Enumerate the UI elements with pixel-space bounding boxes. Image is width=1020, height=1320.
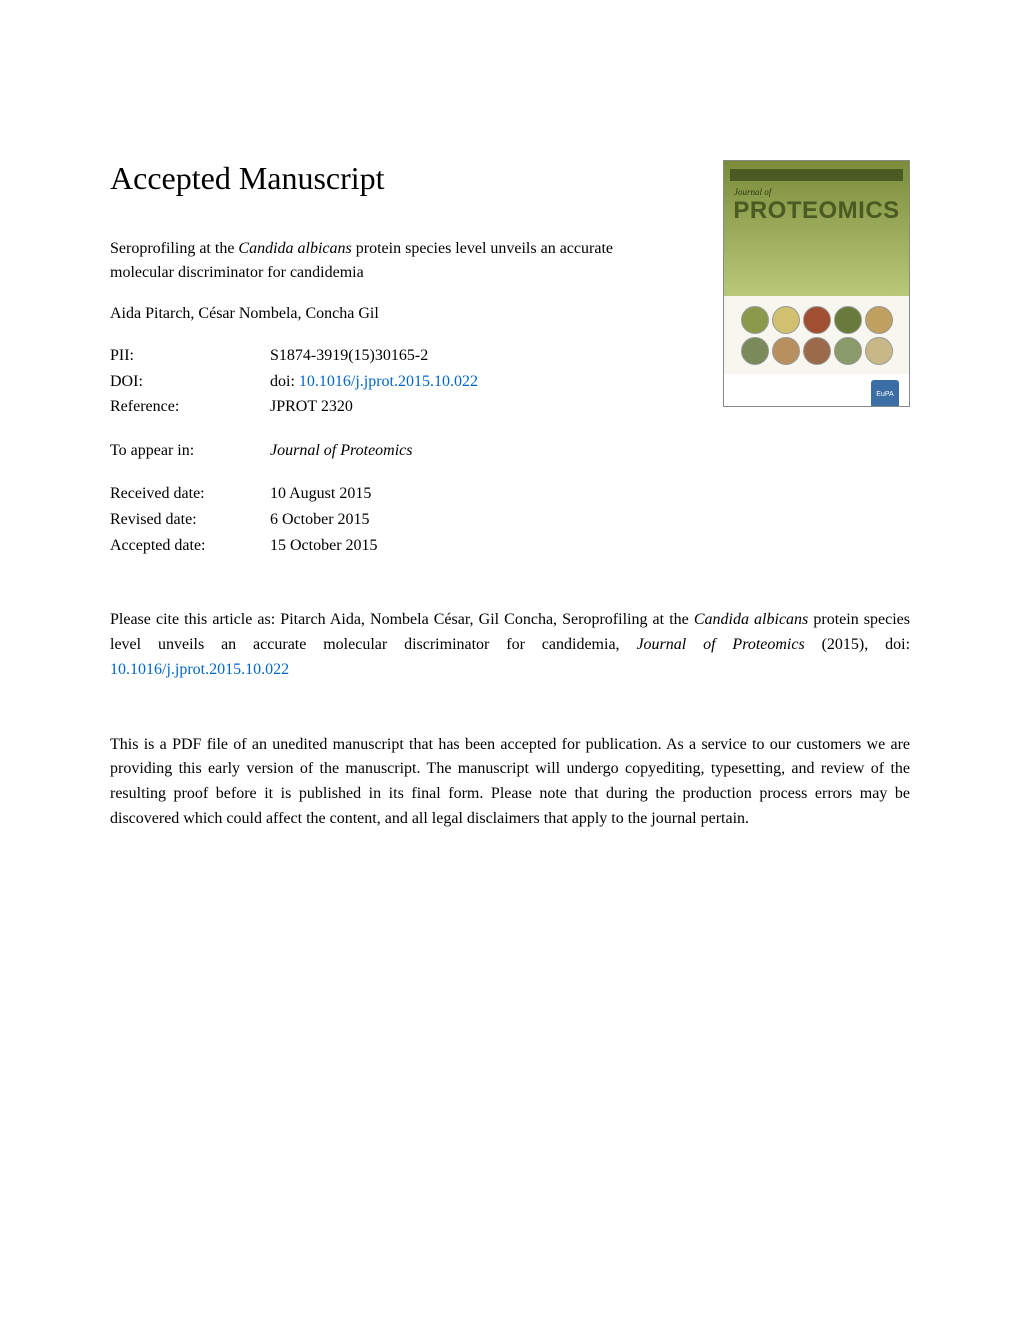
received-label: Received date: [110, 481, 270, 507]
doi-prefix: doi: [270, 373, 299, 390]
dates-block: Received date: 10 August 2015 Revised da… [110, 481, 910, 558]
reference-label: Reference: [110, 394, 270, 420]
revised-label: Revised date: [110, 507, 270, 533]
cover-thumb [803, 306, 831, 334]
cover-header: Journal of PROTEOMICS [724, 161, 909, 296]
cover-thumb [772, 337, 800, 365]
pii-label: PII: [110, 343, 270, 369]
cover-thumb [865, 337, 893, 365]
cite-post: (2015), doi: [805, 636, 910, 653]
revised-value: 6 October 2015 [270, 507, 370, 533]
doi-link[interactable]: 10.1016/j.jprot.2015.10.022 [299, 373, 478, 390]
meta-row-accepted: Accepted date: 15 October 2015 [110, 533, 910, 559]
citation-doi-link[interactable]: 10.1016/j.jprot.2015.10.022 [110, 661, 289, 678]
appear-block: To appear in: Journal of Proteomics [110, 438, 910, 464]
citation-block: Please cite this article as: Pitarch Aid… [110, 608, 910, 682]
cover-thumb [865, 306, 893, 334]
doi-value: doi: 10.1016/j.jprot.2015.10.022 [270, 369, 478, 395]
reference-value: JPROT 2320 [270, 394, 353, 420]
meta-row-received: Received date: 10 August 2015 [110, 481, 910, 507]
disclaimer-text: This is a PDF file of an unedited manusc… [110, 733, 910, 832]
cite-journal: Journal of Proteomics [636, 636, 804, 653]
title-species: Candida albicans [238, 240, 351, 257]
accepted-label: Accepted date: [110, 533, 270, 559]
appear-value: Journal of Proteomics [270, 438, 413, 464]
title-pre: Seroprofiling at the [110, 240, 238, 257]
article-title: Seroprofiling at the Candida albicans pr… [110, 237, 650, 285]
pii-value: S1874-3919(15)30165-2 [270, 343, 428, 369]
cover-thumb [772, 306, 800, 334]
cover-thumb [741, 306, 769, 334]
cover-footer: EuPA [724, 374, 909, 407]
cover-top-bar [730, 169, 903, 181]
cover-journal-small: Journal of [734, 187, 771, 197]
journal-cover-thumbnail: Journal of PROTEOMICS EuPA [723, 160, 910, 407]
cover-thumb [741, 337, 769, 365]
eupa-badge: EuPA [871, 380, 899, 407]
cover-thumbnails [724, 296, 909, 374]
received-value: 10 August 2015 [270, 481, 371, 507]
meta-row-appear: To appear in: Journal of Proteomics [110, 438, 910, 464]
cover-thumb [834, 306, 862, 334]
cite-species: Candida albicans [694, 611, 808, 628]
cite-pre: Please cite this article as: Pitarch Aid… [110, 611, 694, 628]
appear-label: To appear in: [110, 438, 270, 464]
doi-label: DOI: [110, 369, 270, 395]
cover-thumb [803, 337, 831, 365]
cover-thumb [834, 337, 862, 365]
cover-journal-title: PROTEOMICS [732, 197, 901, 225]
meta-row-revised: Revised date: 6 October 2015 [110, 507, 910, 533]
accepted-value: 15 October 2015 [270, 533, 378, 559]
